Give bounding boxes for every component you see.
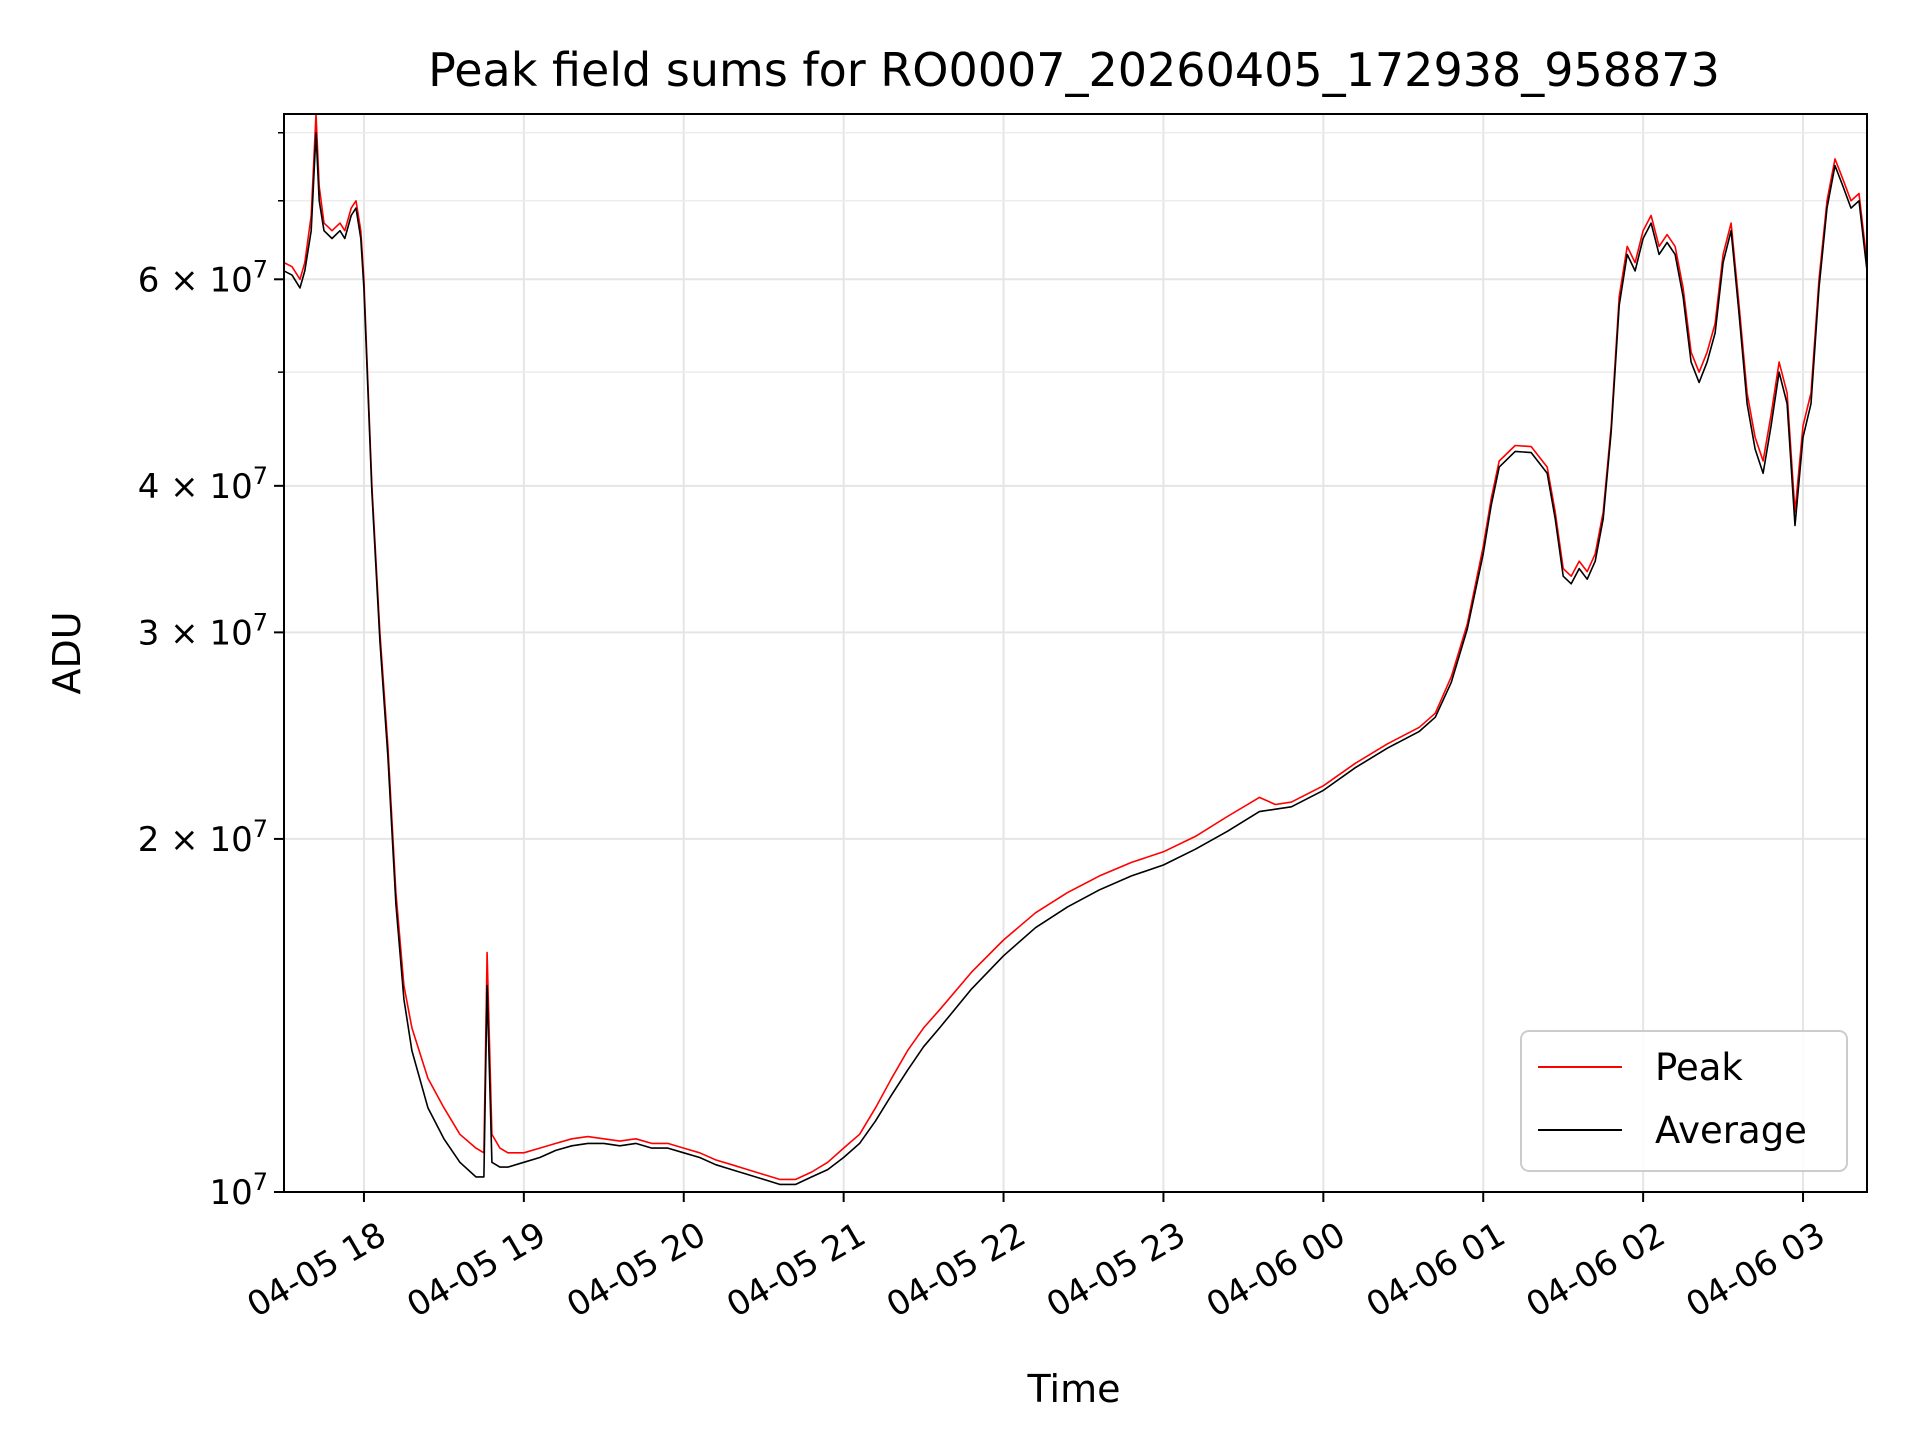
- plot-frame: [283, 113, 1868, 1193]
- y-axis: 107 2 × 107 3 × 107 4 × 107 6 × 107: [138, 132, 284, 1213]
- series-line-peak: [284, 114, 1867, 1181]
- x-axis-label: Time: [1027, 1367, 1121, 1411]
- legend-average-label: Average: [1655, 1109, 1807, 1152]
- legend: Peak Average: [1520, 1030, 1848, 1172]
- grid: [284, 114, 1867, 1192]
- series-line-average: [284, 132, 1867, 1186]
- y-tick-label: 3 × 107: [138, 608, 268, 653]
- legend-peak-label: Peak: [1655, 1046, 1743, 1089]
- chart-title: Peak field sums for RO0007_20260405_1729…: [428, 43, 1720, 97]
- y-axis-label: ADU: [45, 611, 89, 694]
- y-tick-label: 2 × 107: [138, 815, 268, 860]
- y-tick-label: 6 × 107: [138, 255, 268, 300]
- y-tick-label: 107: [209, 1168, 268, 1213]
- series-lines: [284, 114, 1867, 1186]
- y-tick-label: 4 × 107: [138, 462, 268, 507]
